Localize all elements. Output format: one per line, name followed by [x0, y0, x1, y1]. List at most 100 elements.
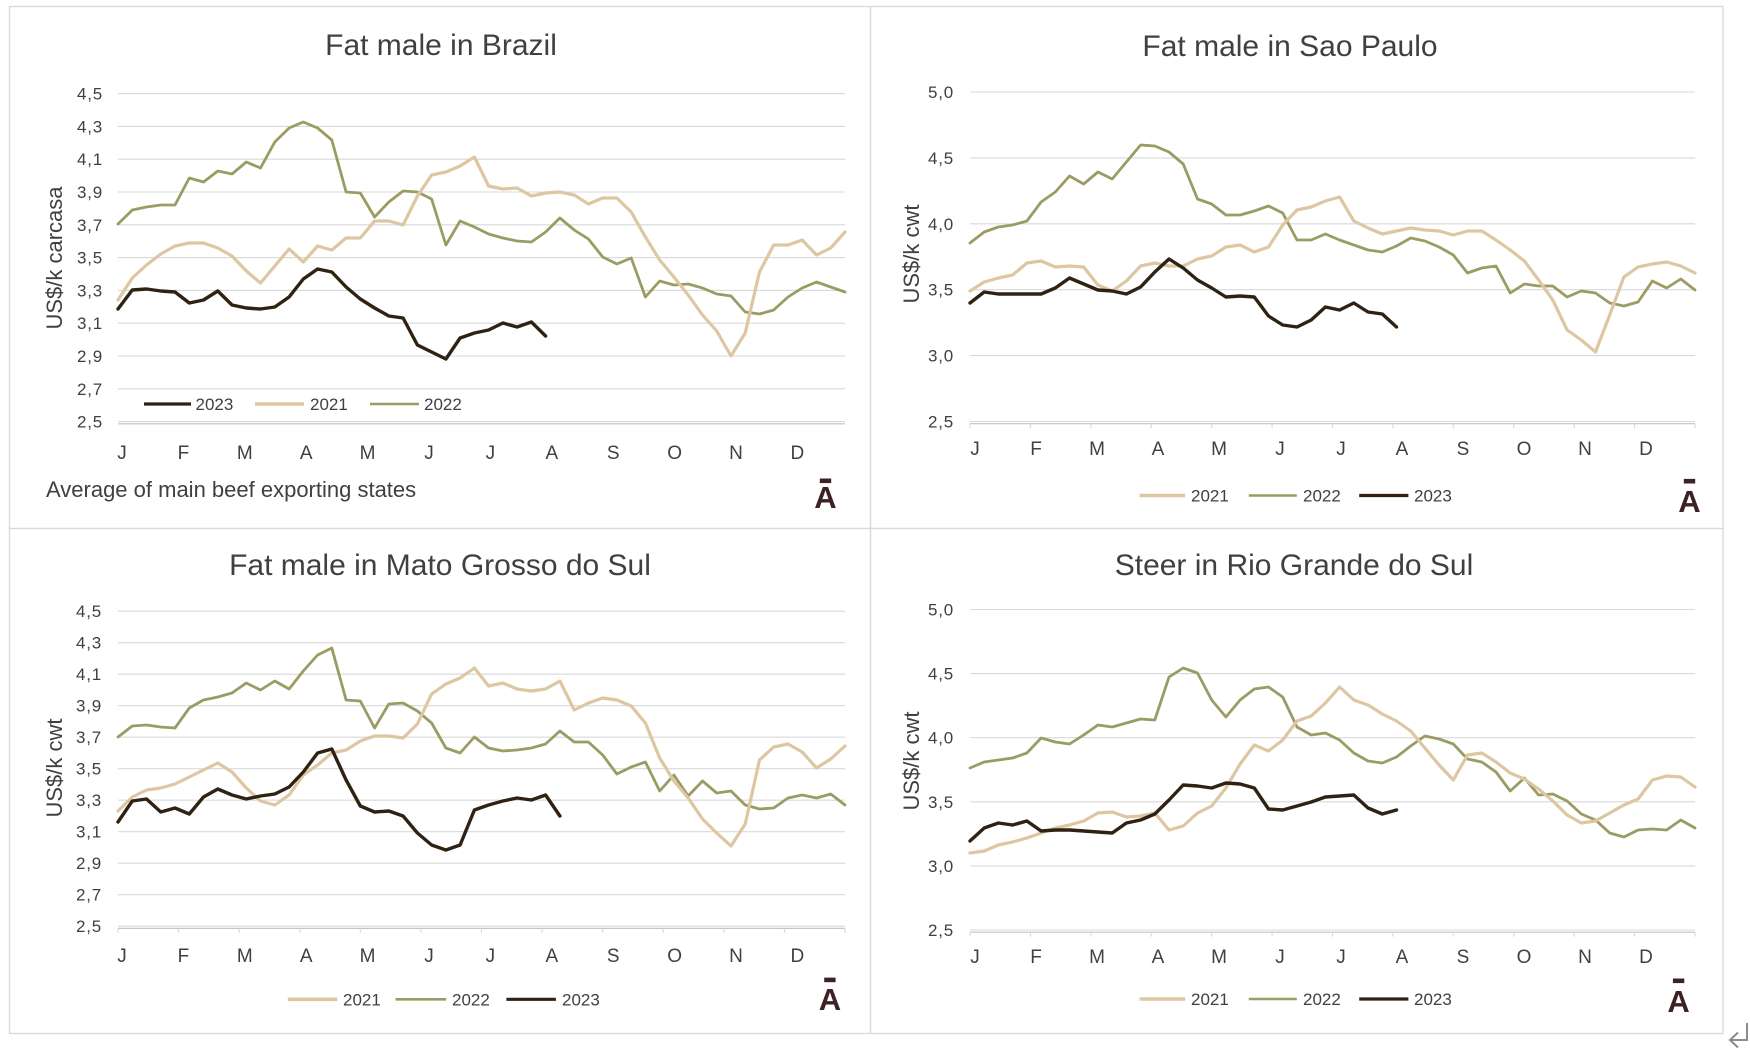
svg-text:A: A	[545, 443, 558, 464]
svg-text:J: J	[486, 443, 496, 464]
svg-text:F: F	[178, 946, 190, 967]
svg-text:A: A	[1396, 439, 1409, 460]
svg-text:N: N	[1578, 439, 1592, 460]
svg-text:2,5: 2,5	[76, 917, 102, 936]
svg-text:US$/k cwt: US$/k cwt	[42, 718, 67, 817]
svg-text:O: O	[1517, 439, 1532, 460]
svg-text:2022: 2022	[1303, 990, 1341, 1009]
svg-text:J: J	[424, 946, 434, 967]
svg-text:M: M	[237, 946, 253, 967]
svg-text:4,3: 4,3	[77, 117, 103, 136]
svg-text:2021: 2021	[1191, 487, 1229, 506]
svg-text:A: A	[1396, 947, 1409, 968]
svg-text:3,3: 3,3	[77, 281, 103, 300]
svg-text:O: O	[667, 946, 682, 967]
svg-text:2,7: 2,7	[77, 380, 103, 399]
svg-text:D: D	[1639, 947, 1653, 968]
svg-text:4,1: 4,1	[76, 665, 102, 684]
svg-text:A: A	[1667, 984, 1689, 1019]
svg-text:D: D	[791, 946, 805, 967]
svg-text:3,5: 3,5	[928, 281, 954, 300]
svg-text:J: J	[486, 946, 496, 967]
svg-text:A: A	[1152, 439, 1165, 460]
svg-text:N: N	[1578, 947, 1592, 968]
svg-text:M: M	[1211, 439, 1227, 460]
svg-text:2022: 2022	[1303, 487, 1341, 506]
svg-text:A: A	[819, 982, 841, 1017]
svg-text:3,7: 3,7	[77, 216, 103, 235]
svg-text:M: M	[360, 946, 376, 967]
svg-text:Average of main beef exporting: Average of main beef exporting states	[46, 477, 416, 502]
svg-text:A: A	[1152, 947, 1165, 968]
svg-text:A: A	[300, 946, 313, 967]
svg-text:J: J	[1275, 947, 1285, 968]
svg-text:2022: 2022	[424, 395, 462, 414]
svg-text:D: D	[791, 443, 805, 464]
svg-text:2021: 2021	[1191, 990, 1229, 1009]
svg-text:4,1: 4,1	[77, 150, 103, 169]
svg-text:A: A	[1678, 484, 1700, 519]
svg-text:M: M	[237, 443, 253, 464]
svg-text:J: J	[1275, 439, 1285, 460]
svg-text:2,5: 2,5	[928, 413, 954, 432]
svg-text:2022: 2022	[452, 990, 490, 1009]
svg-text:A: A	[300, 443, 313, 464]
svg-text:3,1: 3,1	[77, 314, 103, 333]
svg-text:J: J	[1336, 439, 1346, 460]
svg-text:N: N	[729, 946, 743, 967]
svg-text:2,5: 2,5	[77, 413, 103, 432]
svg-text:S: S	[1457, 439, 1470, 460]
svg-text:2021: 2021	[343, 990, 381, 1009]
svg-text:US$/k carcasa: US$/k carcasa	[42, 186, 67, 330]
svg-text:2023: 2023	[1414, 990, 1452, 1009]
svg-text:4,5: 4,5	[77, 85, 103, 104]
svg-text:2,5: 2,5	[928, 921, 954, 940]
svg-text:M: M	[1089, 439, 1105, 460]
svg-text:3,1: 3,1	[76, 823, 102, 842]
svg-text:5,0: 5,0	[928, 601, 954, 620]
svg-text:A: A	[545, 946, 558, 967]
svg-text:J: J	[117, 443, 127, 464]
svg-text:Fat male in Brazil: Fat male in Brazil	[325, 29, 557, 62]
svg-text:Steer in Rio Grande do Sul: Steer in Rio Grande do Sul	[1115, 549, 1474, 582]
svg-text:3,5: 3,5	[77, 249, 103, 268]
svg-text:O: O	[1517, 947, 1532, 968]
svg-text:5,0: 5,0	[928, 83, 954, 102]
svg-text:2,9: 2,9	[76, 854, 102, 873]
svg-text:3,5: 3,5	[928, 793, 954, 812]
svg-text:2023: 2023	[196, 395, 234, 414]
svg-text:S: S	[607, 946, 620, 967]
svg-text:F: F	[1030, 947, 1042, 968]
svg-text:M: M	[1089, 947, 1105, 968]
svg-text:2023: 2023	[562, 990, 600, 1009]
svg-text:3,0: 3,0	[928, 347, 954, 366]
svg-text:Fat male in Mato Grosso do Sul: Fat male in Mato Grosso do Sul	[229, 549, 651, 582]
svg-text:2021: 2021	[310, 395, 348, 414]
svg-text:Fat male in Sao Paulo: Fat male in Sao Paulo	[1142, 30, 1437, 63]
svg-text:M: M	[360, 443, 376, 464]
svg-text:3,0: 3,0	[928, 857, 954, 876]
svg-text:J: J	[970, 947, 980, 968]
svg-text:2,7: 2,7	[76, 886, 102, 905]
svg-text:D: D	[1639, 439, 1653, 460]
svg-text:J: J	[1336, 947, 1346, 968]
svg-text:US$/k cwt: US$/k cwt	[899, 711, 924, 810]
svg-text:N: N	[729, 443, 743, 464]
svg-text:S: S	[1457, 947, 1470, 968]
svg-text:4,0: 4,0	[928, 729, 954, 748]
svg-text:J: J	[970, 439, 980, 460]
svg-text:4,5: 4,5	[928, 149, 954, 168]
svg-text:3,7: 3,7	[76, 728, 102, 747]
svg-text:O: O	[667, 443, 682, 464]
svg-text:2,9: 2,9	[77, 347, 103, 366]
svg-text:F: F	[178, 443, 190, 464]
svg-text:J: J	[117, 946, 127, 967]
svg-text:A: A	[814, 480, 836, 515]
svg-text:M: M	[1211, 947, 1227, 968]
svg-text:4,3: 4,3	[76, 634, 102, 653]
svg-text:3,9: 3,9	[77, 183, 103, 202]
svg-text:3,5: 3,5	[76, 760, 102, 779]
svg-text:2023: 2023	[1414, 487, 1452, 506]
svg-text:J: J	[424, 443, 434, 464]
svg-text:S: S	[607, 443, 620, 464]
